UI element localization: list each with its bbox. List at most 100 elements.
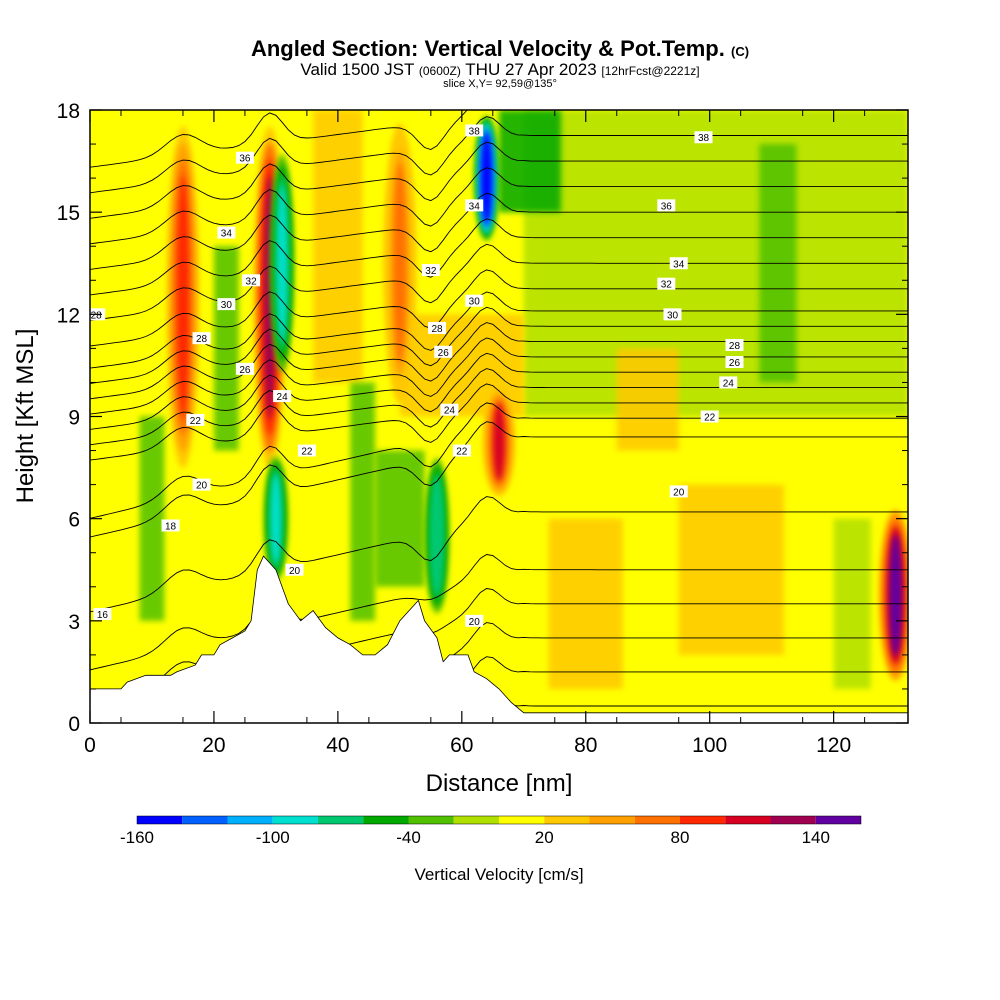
contour-label: 26 (729, 358, 741, 369)
contour-label-bg (725, 356, 744, 369)
y-tick-label: 12 (57, 304, 80, 327)
contour-label: 22 (301, 447, 313, 458)
contour-label-bg (725, 338, 744, 351)
contour-label-bg (465, 294, 484, 307)
colorbar-swatch (815, 816, 861, 824)
contour-label: 22 (190, 416, 202, 427)
colorbar-swatch (544, 816, 590, 824)
isentrope-line (90, 383, 908, 461)
contour-label: 20 (196, 481, 208, 492)
chart-title: Angled Section: Vertical Velocity & Pot.… (0, 36, 1000, 62)
contour-label-bg (434, 345, 453, 358)
colorbar-swatch (408, 816, 454, 824)
contour-label-bg (663, 308, 682, 321)
contour-label-bg (465, 614, 484, 627)
updraft-core (393, 163, 406, 363)
contour-label-bg (186, 413, 205, 426)
updraft-core (889, 534, 902, 657)
contour-label: 34 (673, 259, 685, 270)
contour-label-bg (273, 390, 292, 403)
colorbar-swatch (182, 816, 228, 824)
contour-label: 36 (661, 201, 673, 212)
contour-label-bg (235, 151, 254, 164)
field-patch (313, 110, 363, 383)
contour-label: 20 (673, 487, 685, 498)
contour-label: 36 (239, 154, 251, 165)
contour-label: 24 (444, 406, 456, 417)
colorbar-tick-label: -160 (120, 828, 154, 847)
isentrope-line (90, 337, 908, 415)
isentrope-line (90, 352, 908, 430)
x-tick-label: 20 (202, 734, 225, 757)
x-tick-label: 40 (326, 734, 349, 757)
x-tick-label: 0 (84, 734, 96, 757)
contour-label: 34 (469, 201, 481, 212)
y-tick-label: 0 (68, 713, 80, 736)
downdraft-core (432, 480, 442, 592)
x-tick-label: 80 (574, 734, 597, 757)
valid-utc: (0600Z) (418, 64, 461, 78)
contour-label-bg (421, 264, 440, 277)
y-tick-label: 9 (68, 407, 80, 430)
contour-label: 26 (239, 365, 251, 376)
contour-label: 22 (456, 447, 468, 458)
contour-label: 34 (221, 229, 233, 240)
contour-label-bg (161, 519, 180, 532)
isentrope-line (90, 167, 908, 245)
colorbar-tick-label: -40 (396, 828, 421, 847)
y-tick-label: 3 (68, 611, 80, 634)
downdraft-core (482, 133, 492, 223)
valid-date: THU 27 Apr 2023 (465, 60, 597, 79)
colorbar-border (136, 815, 862, 825)
y-tick-label: 15 (57, 202, 80, 225)
terrain (90, 555, 908, 723)
colorbar-tick-label: 140 (802, 828, 830, 847)
contour-label-bg (285, 563, 304, 576)
colorbar-tick-label: 80 (671, 828, 690, 847)
contour-label: 38 (469, 126, 481, 137)
isentrope-line (90, 402, 908, 519)
contour-label-bg (217, 298, 236, 311)
contour-label: 38 (698, 133, 710, 144)
downdraft-core (271, 474, 281, 563)
colorbar-swatch (137, 816, 183, 824)
isentrope-line (90, 192, 908, 270)
contour-label: 32 (425, 266, 437, 277)
valid-time-line: Valid 1500 JST (0600Z) THU 27 Apr 2023 [… (0, 60, 1000, 80)
plot-area: 16 18 20 20 20 20 22 22 22 22 24 24 24 26 26 26 28 28 28 28… (90, 110, 908, 723)
contour-label: 18 (165, 521, 177, 532)
contour-label-bg (242, 274, 261, 287)
contour-label-bg (465, 124, 484, 137)
field-patch (375, 450, 425, 587)
contour-label-bg (465, 199, 484, 212)
isentrope-line (90, 421, 908, 538)
y-tick-label: 18 (57, 100, 80, 123)
isentrope-line (90, 141, 908, 219)
contour-label-bg (235, 362, 254, 375)
isentrope-line (90, 306, 908, 384)
contour-label-bg (657, 277, 676, 290)
colorbar-tick-label: 20 (535, 828, 554, 847)
contour-label-bg (440, 403, 459, 416)
contour-label-bg (669, 257, 688, 270)
colorbar-swatch (363, 816, 409, 824)
contour-label: 32 (246, 276, 258, 287)
colorbar-swatch (272, 816, 318, 824)
updraft-core (177, 175, 189, 420)
title-main: Angled Section: Vertical Velocity & Pot.… (250, 36, 725, 61)
colorbar-swatch (499, 816, 545, 824)
contour-label-bg (217, 226, 236, 239)
isentrope-line (90, 116, 908, 194)
colorbar-label: Vertical Velocity [cm/s] (414, 865, 583, 884)
contour-label: 20 (469, 617, 481, 628)
contour-label: 24 (277, 392, 289, 403)
contour-label: 28 (196, 334, 208, 345)
contour-label: 30 (469, 297, 481, 308)
colorbar-swatch (589, 816, 635, 824)
contour-label: 30 (221, 300, 233, 311)
contour-label: 24 (723, 378, 735, 389)
y-axis-label: Height [Kft MSL] (12, 329, 39, 504)
isentrope-line (90, 291, 908, 369)
